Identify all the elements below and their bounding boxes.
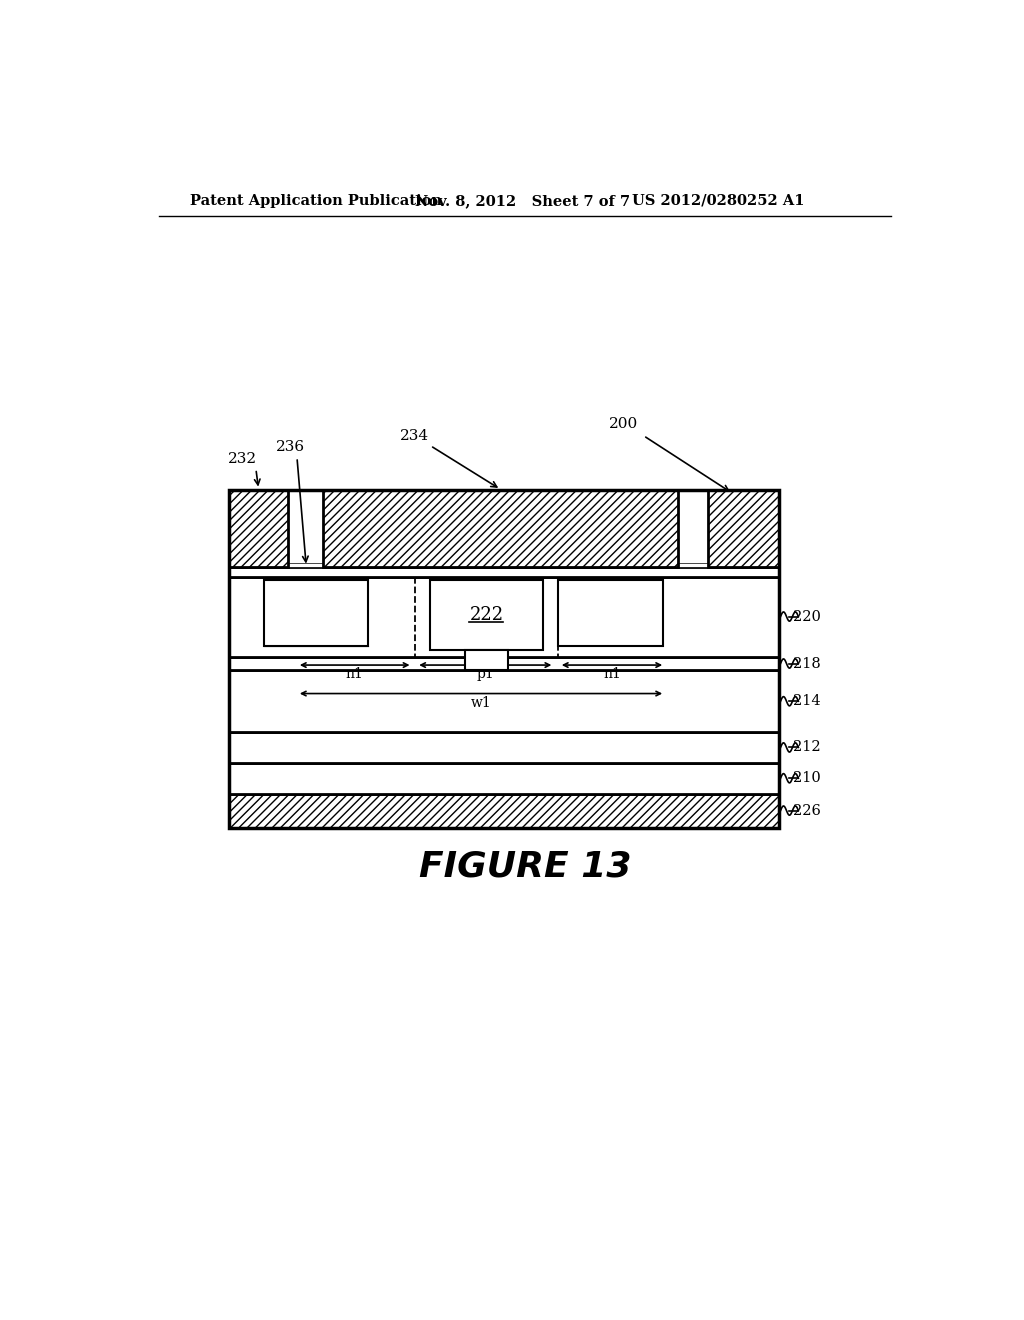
Bar	[228, 577, 779, 657]
Text: 236: 236	[276, 440, 305, 454]
Text: 226: 226	[793, 804, 821, 817]
Bar	[228, 490, 779, 829]
Text: US 2012/0280252 A1: US 2012/0280252 A1	[632, 194, 804, 207]
Text: w1: w1	[471, 696, 492, 710]
Bar	[228, 566, 779, 577]
Text: 210: 210	[793, 771, 820, 785]
Text: 220: 220	[793, 610, 821, 623]
Text: n1: n1	[603, 668, 621, 681]
Text: n1: n1	[346, 668, 364, 681]
Text: Nov. 8, 2012   Sheet 7 of 7: Nov. 8, 2012 Sheet 7 of 7	[415, 194, 630, 207]
Text: 234: 234	[400, 429, 429, 442]
Text: 232: 232	[228, 451, 257, 466]
Bar	[708, 490, 779, 566]
Text: 218: 218	[793, 656, 820, 671]
Bar	[228, 671, 779, 733]
Bar	[465, 649, 508, 671]
Text: 222: 222	[469, 606, 504, 624]
Bar	[228, 793, 779, 829]
Bar	[430, 581, 543, 649]
Text: p1: p1	[476, 668, 495, 681]
Bar	[228, 490, 289, 566]
Text: 212: 212	[793, 741, 820, 755]
Bar	[228, 763, 779, 793]
Bar	[228, 562, 779, 566]
Bar	[324, 490, 678, 566]
Text: 200: 200	[609, 417, 639, 432]
Text: 214: 214	[793, 694, 820, 709]
Bar	[228, 733, 779, 763]
Bar	[228, 657, 779, 671]
Text: FIGURE 13: FIGURE 13	[419, 850, 631, 884]
Bar	[263, 581, 369, 645]
Text: Patent Application Publication: Patent Application Publication	[190, 194, 442, 207]
Bar	[558, 581, 663, 645]
